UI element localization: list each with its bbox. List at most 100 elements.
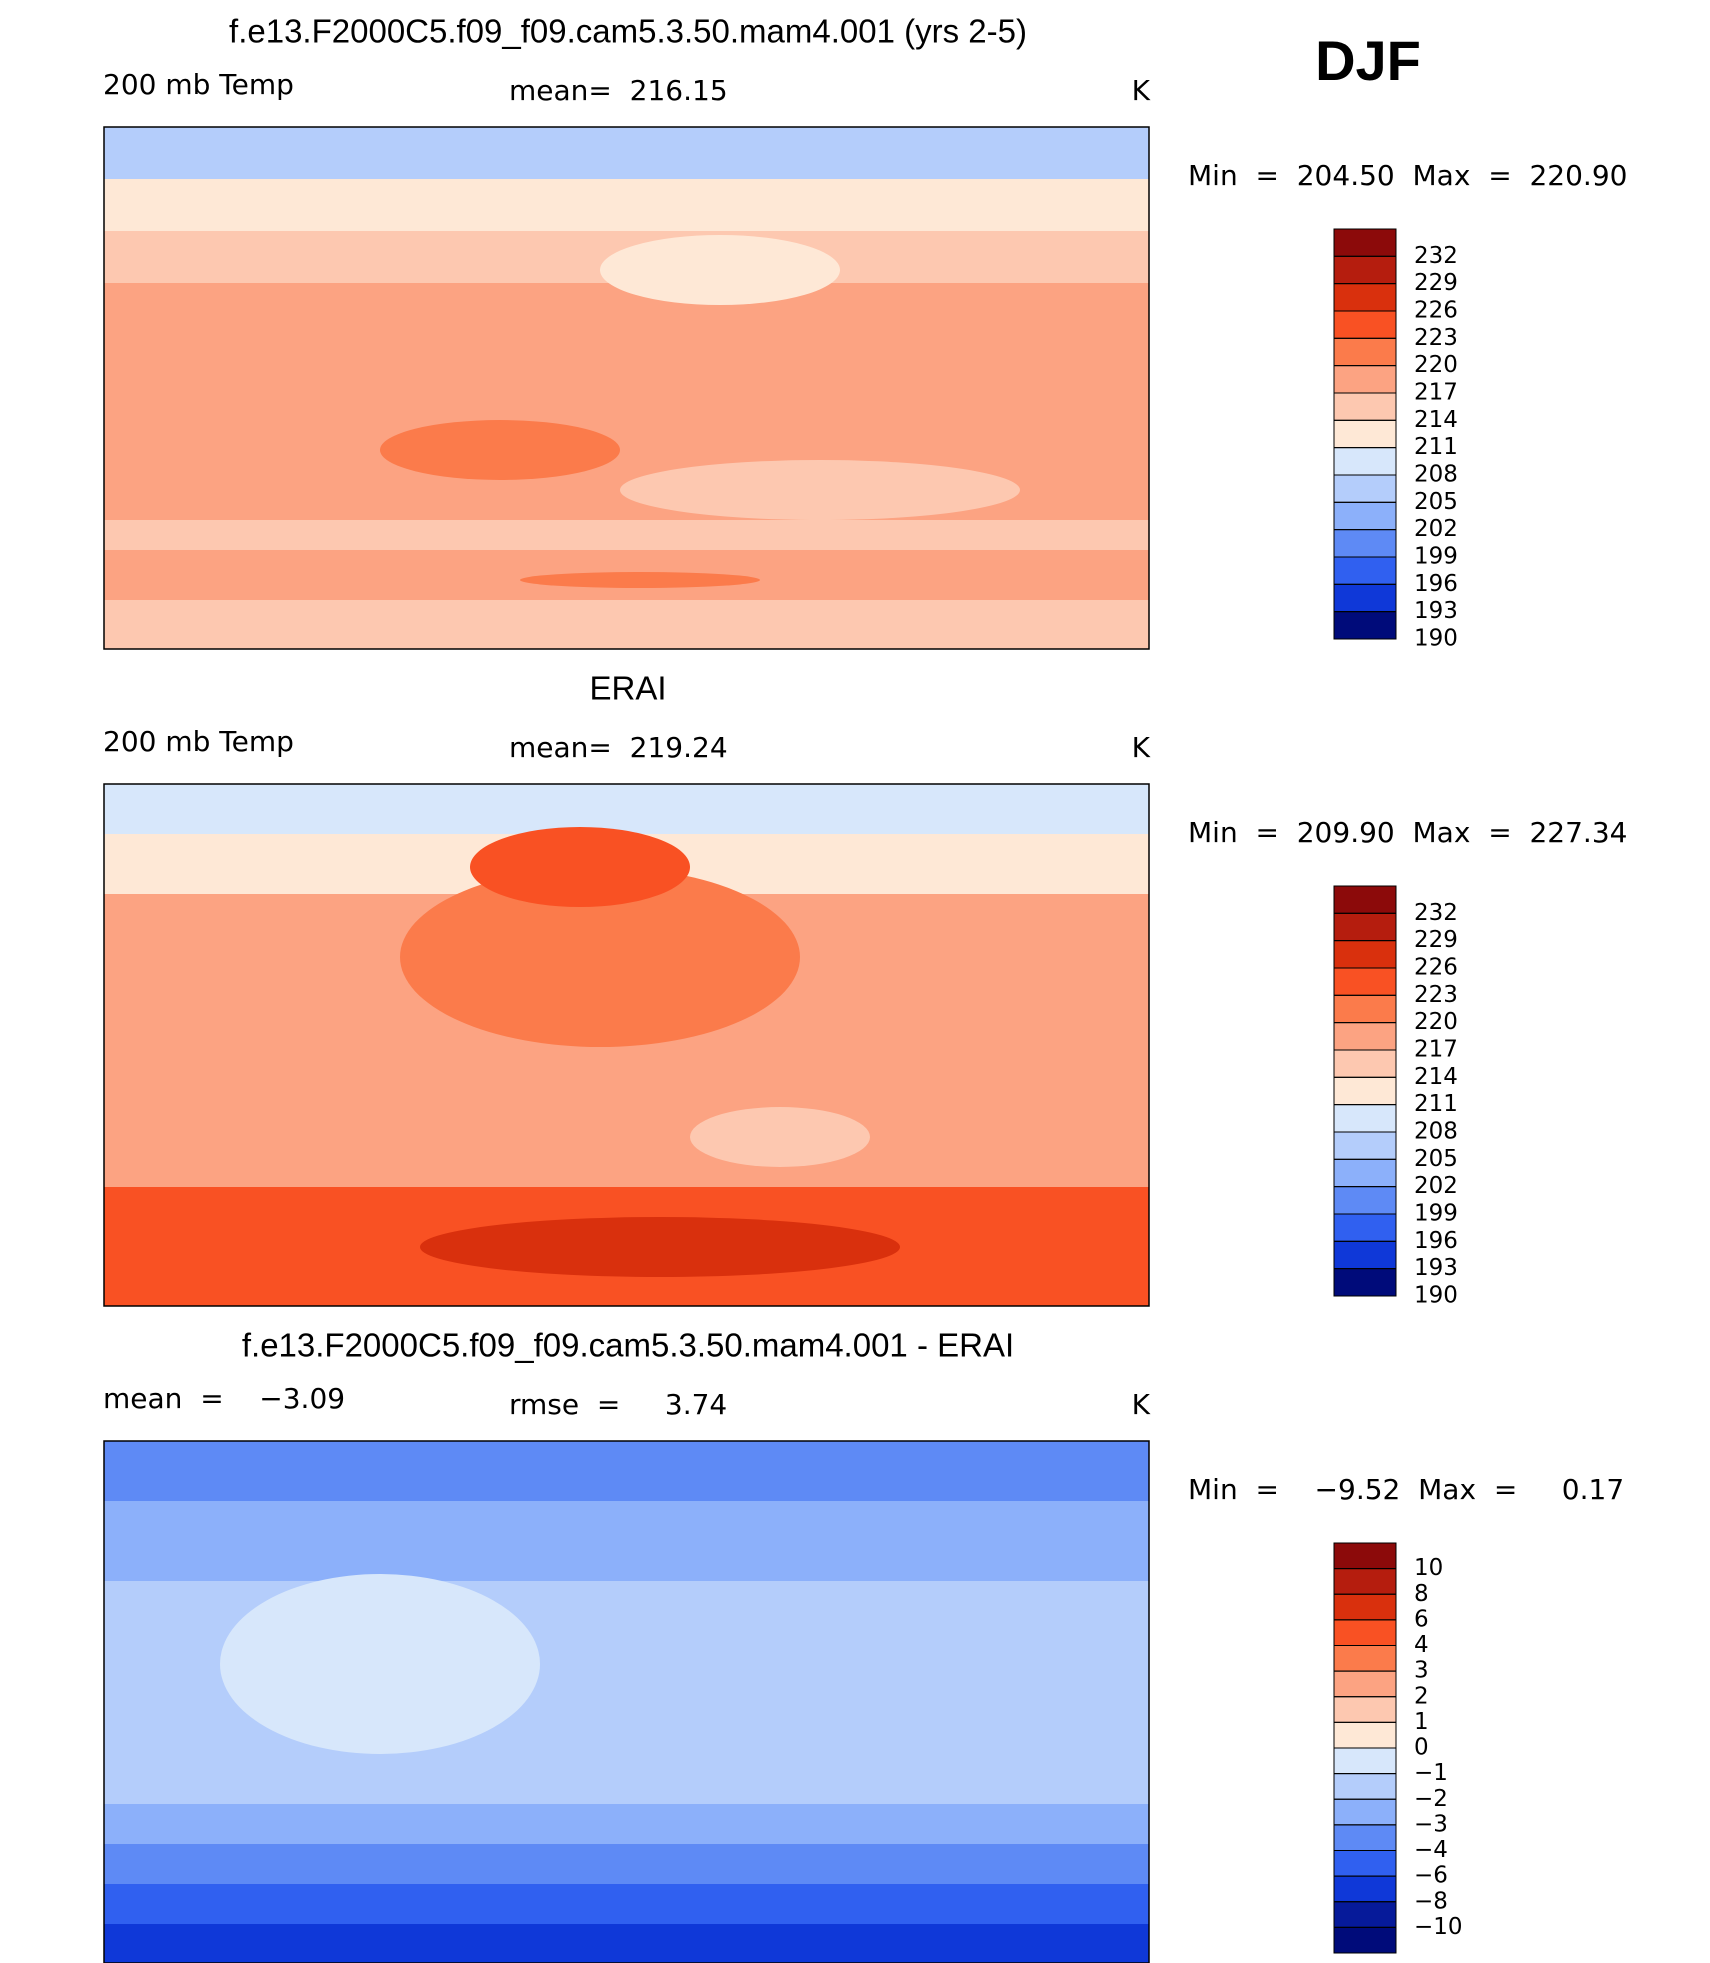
- colorbar-label: −1: [1414, 1760, 1448, 1786]
- min-max-label: Min = 209.90 Max = 227.34: [1188, 816, 1627, 849]
- colorbar-box: [1333, 1049, 1397, 1078]
- colorbar-label: −10: [1414, 1914, 1463, 1940]
- colorbar-label: 217: [1414, 1037, 1458, 1063]
- colorbar-box: [1333, 1593, 1397, 1621]
- units-label: K: [1132, 731, 1151, 764]
- colorbar-label: 229: [1414, 270, 1458, 296]
- colorbar-box: [1333, 1104, 1397, 1133]
- colorbar-box: [1333, 1926, 1397, 1954]
- colorbar-box: [1333, 1773, 1397, 1800]
- colorbar-box: [1333, 1747, 1397, 1775]
- left-label: 200 mb Temp: [103, 725, 294, 758]
- min-max-label: Min = −9.52 Max = 0.17: [1188, 1473, 1624, 1506]
- colorbar-label: 0: [1414, 1735, 1429, 1761]
- colorbar-box: [1333, 310, 1397, 339]
- colorbar-label: 193: [1414, 598, 1458, 624]
- colorbar-label: 190: [1414, 1283, 1458, 1309]
- colorbar-label: 205: [1414, 489, 1458, 515]
- map-fill: [104, 784, 1149, 1306]
- colorbar-label: 214: [1414, 407, 1458, 433]
- colorbar-box: [1333, 1268, 1397, 1297]
- colorbar-box: [1333, 967, 1397, 996]
- colorbar-box: [1333, 392, 1397, 421]
- center-label: mean= 219.24: [509, 731, 728, 764]
- colorbar-label: 208: [1414, 462, 1458, 488]
- colorbar-box: [1333, 1824, 1397, 1851]
- colorbar-box: [1333, 228, 1397, 257]
- colorbar-box: [1333, 1131, 1397, 1160]
- season-label: DJF: [1315, 29, 1421, 92]
- colorbar-box: [1333, 1186, 1397, 1215]
- colorbar-box: [1333, 501, 1397, 531]
- map-fill: [104, 127, 1149, 649]
- colorbar-box: [1333, 1619, 1397, 1646]
- colorbar-box: [1333, 885, 1397, 914]
- colorbar-label: 2: [1414, 1683, 1429, 1709]
- colorbar-label: −6: [1414, 1863, 1448, 1889]
- colorbar-box: [1333, 1568, 1397, 1595]
- map-fill: [104, 1441, 1149, 1963]
- colorbar-box: [1333, 1022, 1397, 1051]
- colorbar-label: 226: [1414, 955, 1458, 981]
- colorbar-label: 205: [1414, 1146, 1458, 1172]
- colorbar-label: 4: [1414, 1632, 1429, 1658]
- colorbar-box: [1333, 337, 1397, 367]
- panel-title: ERAI: [589, 670, 666, 707]
- colorbar-label: 6: [1414, 1606, 1429, 1632]
- colorbar-label: 208: [1414, 1119, 1458, 1145]
- colorbar-label: 199: [1414, 1201, 1458, 1227]
- colorbar-box: [1333, 419, 1397, 449]
- colorbar-box: [1333, 912, 1397, 942]
- left-label: mean = −3.09: [103, 1382, 345, 1415]
- units-label: K: [1132, 74, 1151, 107]
- colorbar-box: [1333, 1696, 1397, 1723]
- colorbar-box: [1333, 1721, 1397, 1749]
- colorbar-label: 199: [1414, 544, 1458, 570]
- colorbar-box: [1333, 1670, 1397, 1698]
- colorbar-label: 223: [1414, 325, 1458, 351]
- colorbar-box: [1333, 1213, 1397, 1242]
- colorbar-label: 211: [1414, 434, 1458, 460]
- colorbar-label: 196: [1414, 571, 1458, 597]
- colorbar-box: [1333, 583, 1397, 613]
- left-label: 200 mb Temp: [103, 68, 294, 101]
- colorbar-box: [1333, 611, 1397, 640]
- center-label: rmse = 3.74: [509, 1388, 727, 1421]
- colorbar-box: [1333, 994, 1397, 1024]
- colorbar-label: 229: [1414, 927, 1458, 953]
- colorbar-label: 220: [1414, 1009, 1458, 1035]
- colorbar-label: 217: [1414, 380, 1458, 406]
- colorbar-box: [1333, 940, 1397, 969]
- colorbar-box: [1333, 447, 1397, 476]
- colorbar-box: [1333, 1645, 1397, 1672]
- colorbar-label: 3: [1414, 1658, 1429, 1684]
- colorbar-label: 220: [1414, 352, 1458, 378]
- colorbar-box: [1333, 556, 1397, 585]
- colorbar-label: 202: [1414, 516, 1458, 542]
- colorbar-box: [1333, 365, 1397, 394]
- map-frame: [103, 1440, 1150, 1963]
- colorbar-label: 1: [1414, 1709, 1429, 1735]
- colorbar-box: [1333, 1542, 1397, 1570]
- colorbar-box: [1333, 529, 1397, 558]
- colorbar-box: [1333, 1850, 1397, 1877]
- map-frame: [103, 126, 1150, 650]
- colorbar-box: [1333, 1076, 1397, 1106]
- colorbar-box: [1333, 283, 1397, 312]
- colorbar-label: 214: [1414, 1064, 1458, 1090]
- colorbar-label: −4: [1414, 1837, 1448, 1863]
- colorbar-box: [1333, 1158, 1397, 1188]
- colorbar-label: 223: [1414, 982, 1458, 1008]
- map-frame: [103, 783, 1150, 1307]
- colorbar-box: [1333, 1875, 1397, 1903]
- colorbar-label: 196: [1414, 1228, 1458, 1254]
- colorbar-label: 232: [1414, 900, 1458, 926]
- colorbar-label: 211: [1414, 1091, 1458, 1117]
- colorbar-box: [1333, 1240, 1397, 1270]
- min-max-label: Min = 204.50 Max = 220.90: [1188, 159, 1627, 192]
- colorbar-label: 8: [1414, 1581, 1429, 1607]
- colorbar-label: 232: [1414, 243, 1458, 269]
- colorbar-box: [1333, 1798, 1397, 1826]
